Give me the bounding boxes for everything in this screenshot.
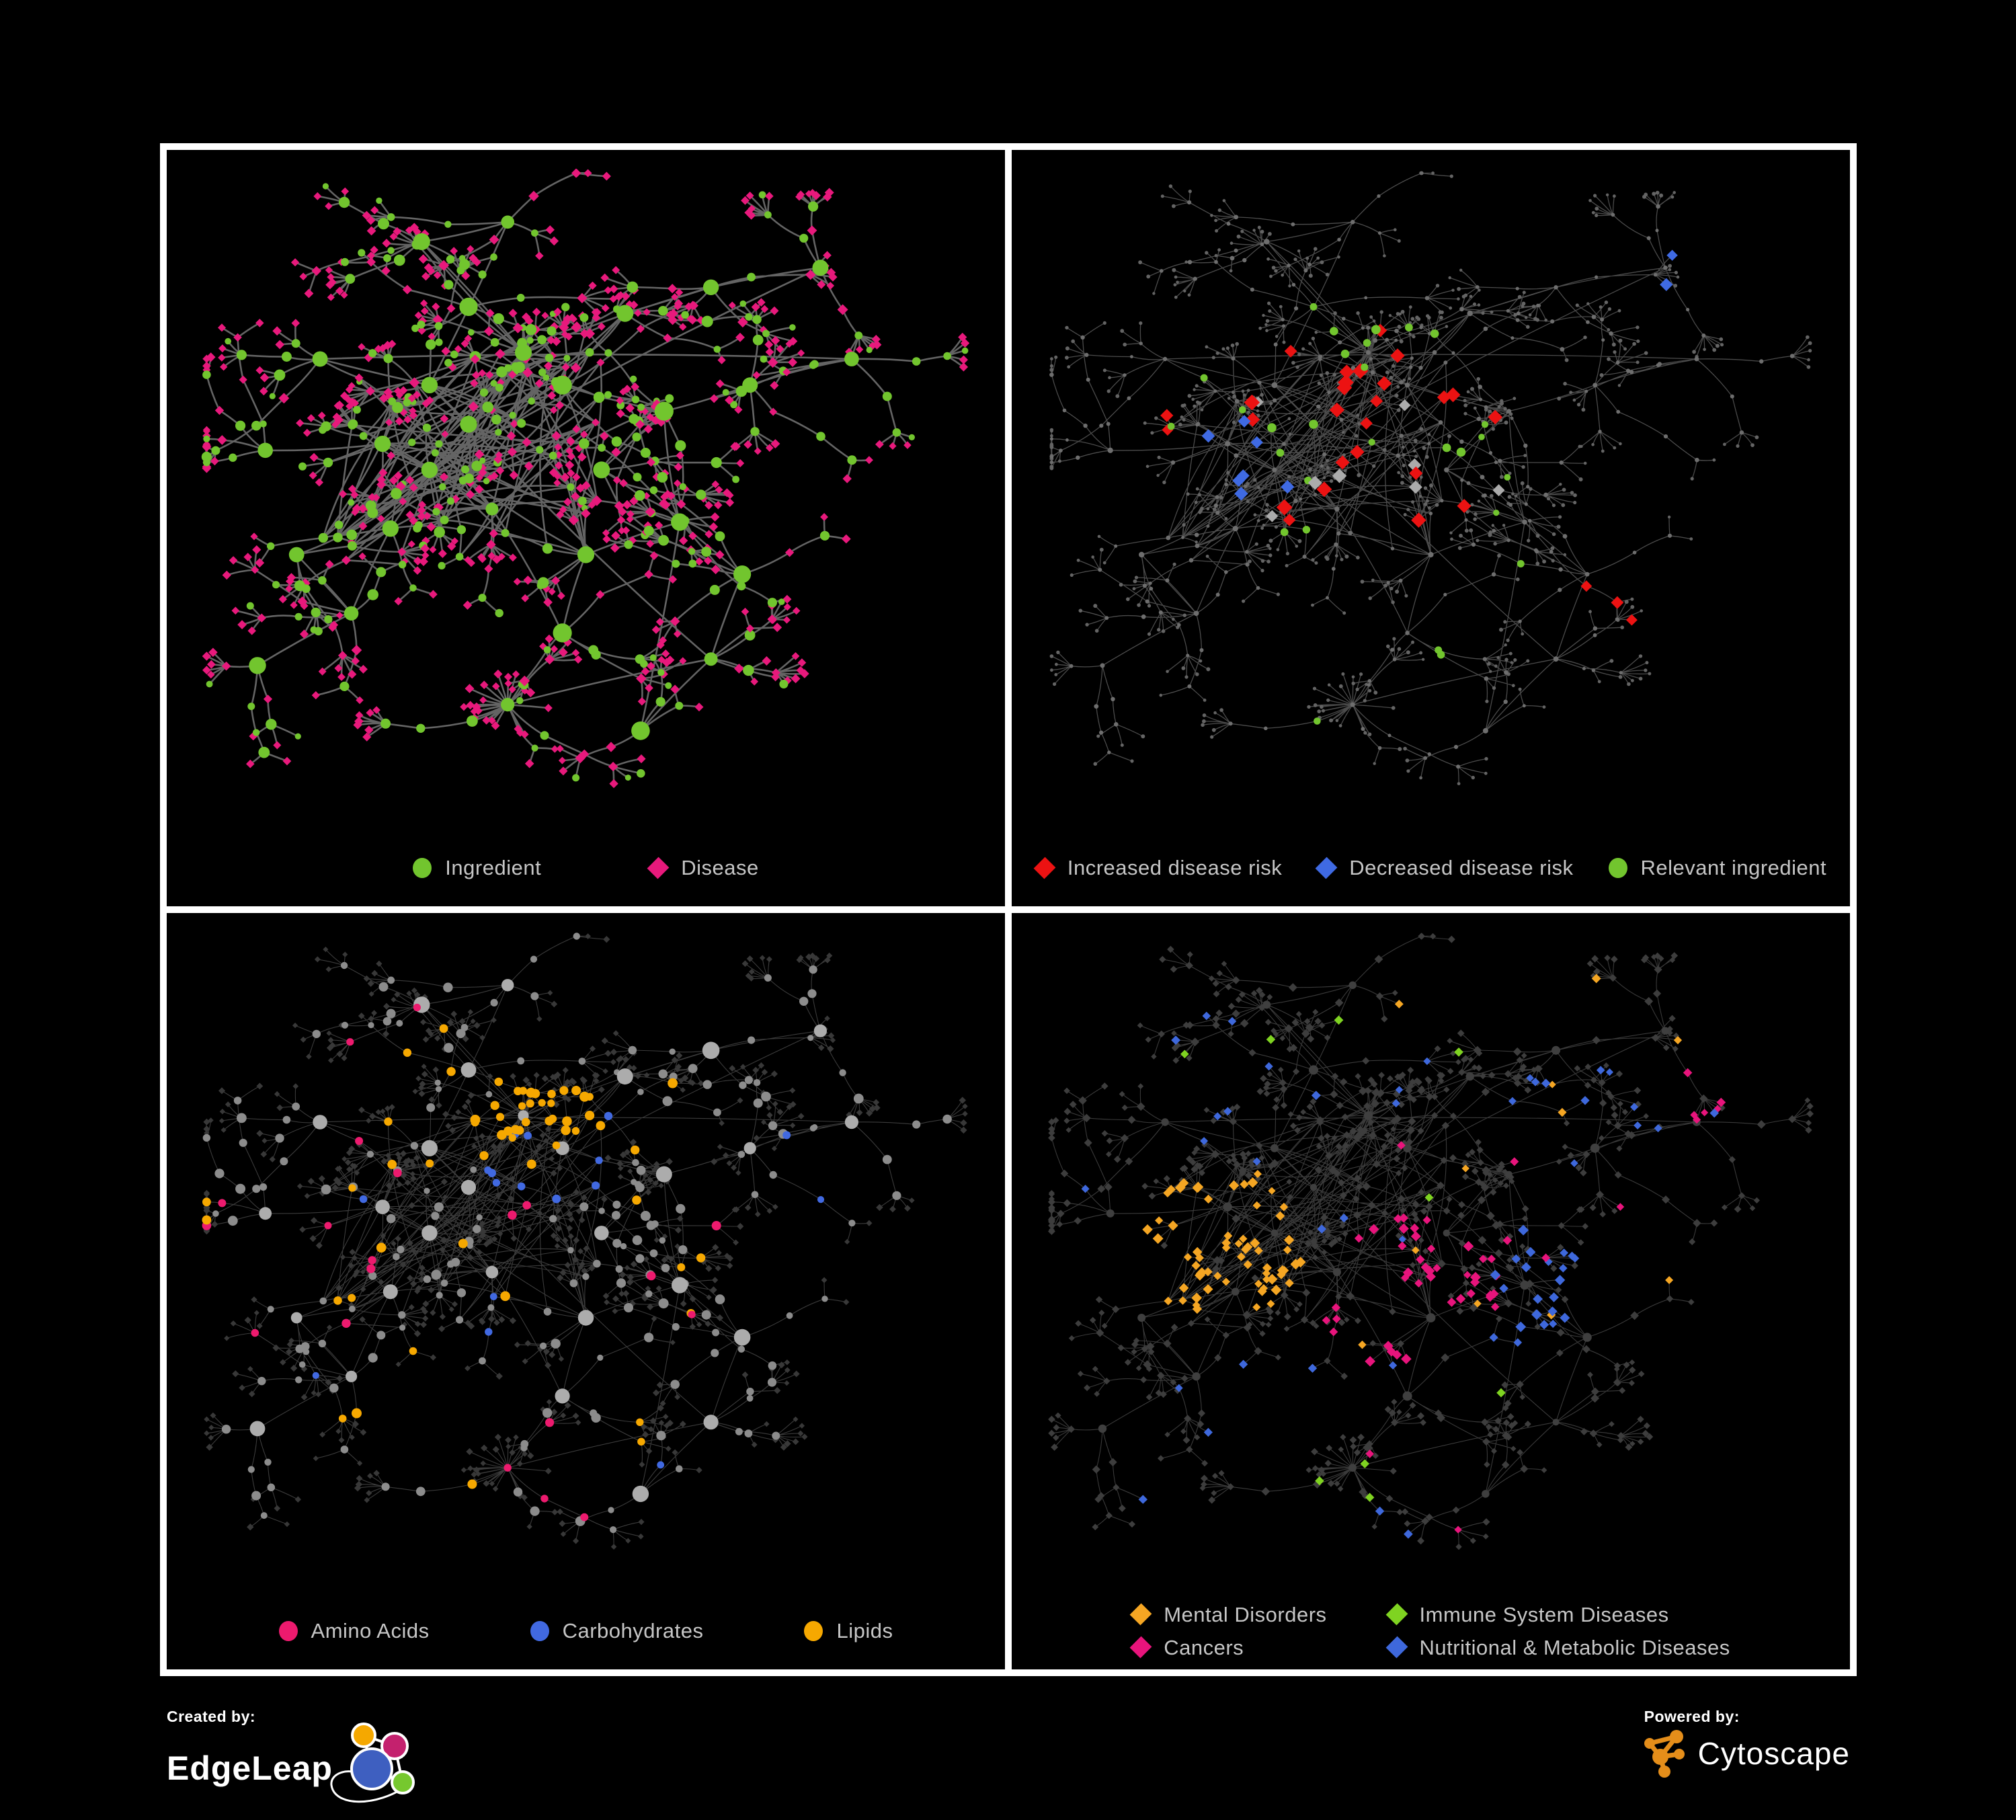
- legend-label: Lipids: [836, 1619, 893, 1643]
- legend-item-cancers: Cancers: [1129, 1635, 1326, 1659]
- legend-item-disease: Disease: [647, 856, 759, 879]
- legend-item-mental-disorders: Mental Disorders: [1129, 1602, 1327, 1626]
- disease-classes-legend: Mental Disorders Immune System Diseases …: [1012, 1592, 1850, 1669]
- relevant-ingredient-marker-icon: [1608, 857, 1627, 878]
- legend-item-nutritional-metabolic: Nutritional & Metabolic Diseases: [1385, 1635, 1730, 1659]
- powered-by-block: Powered by: Cytoscape: [1644, 1708, 1850, 1778]
- cytoscape-logo-icon: [1644, 1730, 1685, 1778]
- legend-label: Cancers: [1164, 1635, 1244, 1659]
- legend-item-lipids: Lipids: [804, 1620, 893, 1641]
- legend-item-immune-diseases: Immune System Diseases: [1385, 1602, 1730, 1626]
- panel-nutrients: Amino Acids Carbohydrates Lipids: [167, 913, 1005, 1669]
- nutrients-network: [202, 933, 968, 1550]
- legend-item-ingredient: Ingredient: [413, 857, 541, 878]
- ingredient-disease-network: [201, 168, 970, 789]
- legend-item-relevant-ingredient: Relevant ingredient: [1608, 856, 1827, 879]
- edgeleap-logo-text: EdgeLeap: [167, 1749, 333, 1787]
- legend-label: Nutritional & Metabolic Diseases: [1419, 1635, 1730, 1659]
- cancers-marker-icon: [1129, 1636, 1152, 1659]
- disease-risk-legend: Increased disease risk Decreased disease…: [1012, 829, 1850, 906]
- legend-label: Disease: [681, 856, 759, 879]
- powered-by-label: Powered by:: [1644, 1708, 1740, 1725]
- decreased-risk-marker-icon: [1315, 857, 1338, 879]
- legend-item-carbohydrates: Carbohydrates: [530, 1620, 704, 1641]
- legend-item-amino-acids: Amino Acids: [278, 1619, 430, 1643]
- legend-label: Ingredient: [445, 856, 542, 879]
- carbohydrates-marker-icon: [530, 1620, 549, 1641]
- legend-label: Carbohydrates: [562, 1619, 704, 1643]
- edgeleap-logo-icon: [330, 1723, 415, 1803]
- nutritional-metabolic-marker-icon: [1385, 1636, 1408, 1659]
- nutrients-legend: Amino Acids Carbohydrates Lipids: [167, 1592, 1005, 1669]
- mental-disorders-marker-icon: [1129, 1603, 1152, 1626]
- disease-marker-icon: [647, 857, 670, 879]
- lipids-marker-icon: [804, 1620, 823, 1641]
- ingredient-marker-icon: [413, 857, 432, 878]
- panel-ingredient-disease: Ingredient Disease: [167, 150, 1005, 906]
- footer: Created by: EdgeLeap Powered by:: [167, 1708, 1850, 1809]
- disease-classes-network: [1047, 933, 1814, 1550]
- network-grid: Ingredient Disease Increased disease ris…: [160, 143, 1857, 1676]
- ingredient-disease-legend: Ingredient Disease: [167, 829, 1005, 906]
- legend-label: Mental Disorders: [1164, 1602, 1327, 1626]
- legend-label: Decreased disease risk: [1349, 856, 1574, 879]
- legend-label: Relevant ingredient: [1640, 856, 1827, 879]
- panel-disease-risk: Increased disease risk Decreased disease…: [1012, 150, 1850, 906]
- immune-diseases-marker-icon: [1385, 1603, 1408, 1626]
- cytoscape-logo-text: Cytoscape: [1697, 1736, 1850, 1771]
- legend-label: Increased disease risk: [1067, 856, 1283, 879]
- legend-item-decreased-risk: Decreased disease risk: [1315, 856, 1574, 879]
- legend-label: Immune System Diseases: [1419, 1602, 1669, 1626]
- amino-acids-marker-icon: [278, 1620, 298, 1641]
- created-by-block: Created by: EdgeLeap: [167, 1708, 430, 1809]
- panel-disease-classes: Mental Disorders Immune System Diseases …: [1012, 913, 1850, 1669]
- increased-risk-marker-icon: [1033, 857, 1056, 879]
- created-by-label: Created by:: [167, 1708, 256, 1725]
- disease-risk-network: [1049, 171, 1812, 785]
- legend-label: Amino Acids: [311, 1619, 430, 1643]
- legend-item-increased-risk: Increased disease risk: [1033, 856, 1283, 879]
